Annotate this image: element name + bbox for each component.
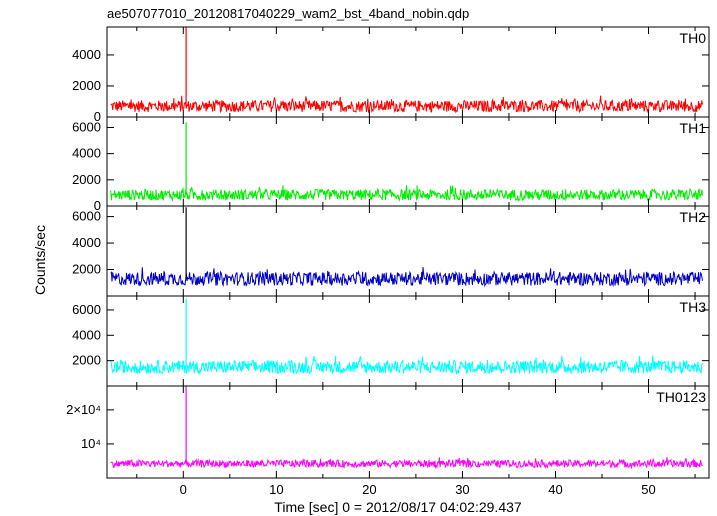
y-tick-label: 2×10⁴ [66,402,101,417]
panel-label: TH3 [680,299,707,315]
panel-label: TH0123 [656,389,706,405]
y-axis-label: Counts/sec [32,225,48,295]
y-tick-label: 10⁴ [81,436,101,451]
y-tick-label: 6000 [72,119,101,134]
panels: 0 2000 4000 TH0 0 2000 4000 6000 TH1 2000 4000 6000… [66,26,710,479]
panel-label: TH0 [680,30,707,46]
series-th3 [110,355,703,375]
y-tick-label: 6000 [72,209,101,224]
y-tick-label: 2000 [72,172,101,187]
y-tick-label: 0 [94,198,101,213]
x-tick-label: 40 [548,482,562,497]
panel-th3: 2000 4000 6000 TH3 [72,295,710,387]
panel-th1: 0 2000 4000 6000 TH1 [72,116,710,213]
chart-title: ae507077010_20120817040229_wam2_bst_4ban… [107,6,469,21]
y-tick-label: 2000 [72,78,101,93]
series-th1 [110,185,703,203]
y-tick-label: 4000 [72,146,101,161]
x-tick-label: 50 [641,482,655,497]
panel-th2: 2000 4000 6000 TH2 [72,205,710,297]
x-tick-label: 0 [180,482,187,497]
series-th0 [110,95,703,114]
panel-label: TH2 [680,209,707,225]
y-tick-label: 0 [94,109,101,124]
panel-label: TH1 [680,120,707,136]
panel-frame-th0123 [106,385,710,479]
y-tick-label: 4000 [72,47,101,62]
y-tick-label: 6000 [72,302,101,317]
panel-th0123: 10⁴ 2×10⁴ TH0123 [66,385,710,479]
series-th0123 [110,457,703,470]
x-tick-label: 10 [269,482,283,497]
series-th2 [110,267,703,288]
y-tick-label: 4000 [72,327,101,342]
y-tick-label: 2000 [72,262,101,277]
x-tick-label: 30 [455,482,469,497]
x-axis-label: Time [sec] 0 = 2012/08/17 04:02:29.437 [274,499,522,515]
x-tick-label: 20 [362,482,376,497]
y-tick-label: 2000 [72,353,101,368]
x-axis: 0 10 20 30 40 50 [180,482,656,497]
panel-th0: 0 2000 4000 TH0 [72,26,710,124]
panel-frame-th3 [106,295,710,387]
y-tick-label: 4000 [72,235,101,250]
